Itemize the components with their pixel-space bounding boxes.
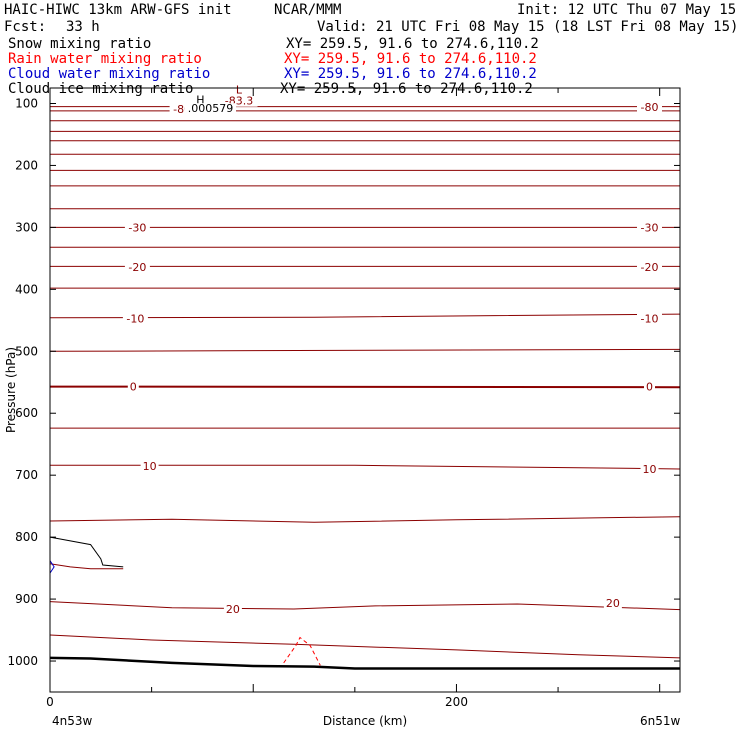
isotherm-line	[50, 464, 681, 470]
isotherm-line	[49, 634, 681, 659]
model-title: HAIC-HIWC 13km ARW-GFS init	[4, 2, 232, 18]
contour-label-bg	[223, 603, 242, 615]
y-tick-label: 400	[15, 282, 38, 296]
annotation-bg	[195, 94, 205, 106]
extremum-annotation: L	[236, 84, 243, 97]
contour-label: 10	[143, 460, 157, 473]
x-end-location: 6n51w	[640, 714, 681, 728]
field-cloudwater-name: Cloud water mixing ratio	[8, 66, 210, 82]
contour-label: -20	[641, 261, 659, 274]
header: HAIC-HIWC 13km ARW-GFS init NCAR/MMM Ini…	[4, 2, 738, 97]
y-tick-label: 800	[15, 530, 38, 544]
isotherm-line	[49, 516, 681, 523]
isotherm-line	[49, 348, 681, 352]
contour-label-bg	[140, 459, 159, 472]
contour-label: -20	[128, 261, 146, 274]
y-axis-label: Pressure (hPa)	[4, 347, 18, 433]
x-axis-label: Distance (km)	[323, 714, 407, 728]
isotherm-line	[49, 385, 681, 389]
contour-label-bg	[637, 312, 662, 325]
contour-label: 0	[646, 381, 653, 394]
y-tick-label: 100	[15, 97, 38, 111]
x-start-location: 4n53w	[52, 714, 93, 728]
contour-label-bg	[603, 596, 622, 609]
contour-label-bg	[122, 312, 148, 325]
snow-contour	[49, 536, 124, 568]
contour-label: 20	[606, 597, 620, 610]
contour-label-bg	[124, 261, 150, 273]
contour-label-bg	[637, 221, 662, 234]
isotherm-lines	[49, 106, 681, 659]
contour-label-bg	[640, 463, 659, 475]
cloud-water-contour	[49, 560, 55, 574]
y-tick-label: 600	[15, 406, 38, 420]
fcst-value: 33 h	[66, 19, 100, 35]
contour-label: -10	[126, 312, 144, 325]
isotherm-line	[49, 601, 681, 611]
contour-label-bg	[644, 380, 655, 393]
contour-label-bg	[637, 101, 662, 114]
field-rain-xy: XY= 259.5, 91.6 to 274.6,110.2	[284, 51, 537, 67]
contour-label: 20	[226, 603, 240, 616]
fcst-label: Fcst:	[4, 19, 46, 35]
annotation-bg	[234, 84, 244, 96]
contour-label-bg	[127, 380, 139, 393]
x-tick-label: 200	[445, 695, 468, 709]
valid-time: Valid: 21 UTC Fri 08 May 15 (18 LST Fri …	[317, 19, 738, 35]
mixing-ratio-contours	[49, 536, 680, 670]
y-tick-label: 200	[15, 158, 38, 172]
plot-frame	[49, 87, 681, 693]
contour-label: -80	[641, 101, 659, 114]
field-cloudice-name: Cloud ice mixing ratio	[8, 81, 193, 97]
field-rain-name: Rain water mixing ratio	[8, 51, 202, 67]
y-tick-label: 700	[15, 468, 38, 482]
contour-label: -30	[641, 221, 659, 234]
x-tick-label: 0	[46, 695, 54, 709]
terrain-line	[49, 656, 680, 670]
field-snow-xy: XY= 259.5, 91.6 to 274.6,110.2	[286, 36, 539, 52]
y-tick-label: 300	[15, 220, 38, 234]
contour-label: -10	[641, 312, 659, 325]
field-snow-name: Snow mixing ratio	[8, 36, 151, 52]
field-cloudwater-xy: XY= 259.5, 91.6 to 274.6,110.2	[284, 66, 537, 82]
y-tick-label: 500	[15, 344, 38, 358]
contour-label-bg	[637, 261, 662, 273]
y-tick-label: 900	[15, 592, 38, 606]
contour-label-bg	[124, 221, 150, 234]
rain-water-contour	[283, 636, 321, 666]
org-label: NCAR/MMM	[274, 2, 341, 18]
contour-label: 0	[130, 381, 137, 394]
snow-contour-edge	[49, 563, 124, 570]
extrema-annotations: L-83.3H.000579	[185, 84, 258, 115]
annotation-bg	[185, 103, 236, 115]
extremum-annotation: .000579	[188, 102, 234, 115]
field-cloudice-xy: XY= 259.5, 91.6 to 274.6,110.2	[280, 81, 533, 97]
extremum-annotation: H	[196, 94, 204, 107]
contour-label: -30	[128, 221, 146, 234]
annotation-bg	[220, 95, 258, 107]
y-tick-label: 1000	[7, 654, 38, 668]
contour-label: 10	[643, 463, 657, 476]
init-time: Init: 12 UTC Thu 07 May 15	[517, 2, 736, 18]
